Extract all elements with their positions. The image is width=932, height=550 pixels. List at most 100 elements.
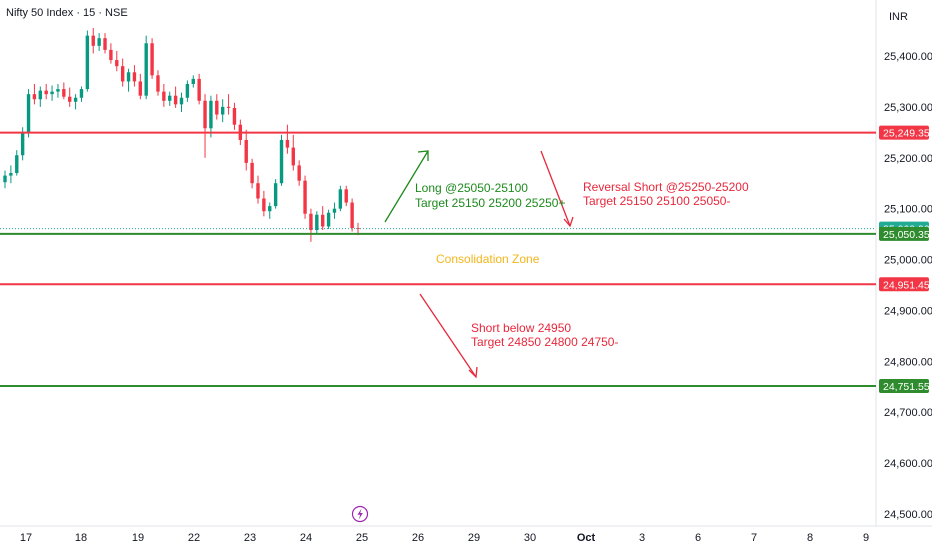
candle [132, 65, 137, 87]
candle [44, 83, 48, 100]
candlestick-series [3, 28, 360, 242]
reversal-arrow [540, 150, 574, 228]
level-line[interactable]: 25,249.35 [0, 125, 930, 140]
candle [138, 73, 143, 100]
candle [50, 85, 54, 101]
candle [344, 185, 348, 207]
candle [291, 134, 295, 171]
candle [350, 198, 354, 232]
candle [179, 92, 184, 112]
currency-label[interactable]: INR [889, 11, 908, 23]
long-arrow [384, 150, 429, 223]
time-tick-label: 29 [468, 532, 480, 544]
time-tick-label: 24 [300, 532, 312, 544]
time-tick-label: 17 [20, 532, 32, 544]
time-tick-label: 8 [807, 532, 813, 544]
reversal-annotation-line2: Target 25150 25100 25050- [583, 194, 730, 208]
time-axis: 17 18 19 22 23 24 25 26 29 30 Oct 3 6 7 8 9 [20, 532, 869, 544]
time-tick-label: 26 [412, 532, 424, 544]
candle [56, 83, 60, 98]
price-axis: 25,400.00 25,300.00 25,200.00 25,100.00 25,0… [884, 51, 932, 521]
time-tick-label: 6 [695, 532, 701, 544]
candle [315, 211, 319, 235]
candle [126, 68, 131, 92]
consolidation-zone-label: Consolidation Zone [436, 252, 540, 266]
candle [38, 86, 42, 107]
level-price-label: 24,751.55 [883, 381, 930, 393]
candle [97, 33, 101, 51]
candle [73, 94, 78, 110]
candle [226, 94, 231, 115]
candle [91, 28, 95, 54]
level-line[interactable]: 25,050.35 [0, 226, 930, 241]
candle [79, 86, 84, 102]
candle [203, 94, 207, 158]
lightning-icon[interactable] [351, 505, 369, 523]
level-price-badge: 24,951.45 [879, 277, 930, 292]
time-tick-label: 23 [244, 532, 256, 544]
candle [168, 91, 172, 106]
candle [232, 102, 237, 130]
candle [85, 30, 90, 92]
candle [262, 190, 266, 217]
candle [321, 206, 325, 231]
price-tick-label: 25,400.00 [884, 51, 932, 63]
price-tick-label: 25,300.00 [884, 102, 932, 114]
candle [268, 202, 272, 219]
candle [103, 33, 107, 54]
candle [285, 124, 290, 154]
candle [150, 38, 154, 79]
candle [332, 202, 337, 219]
candle [15, 150, 19, 176]
candle [220, 99, 225, 123]
candle [273, 179, 278, 209]
candle [215, 94, 219, 120]
candle [338, 185, 343, 212]
candle [209, 95, 213, 138]
short-annotation-line1: Short below 24950 [471, 321, 571, 335]
time-tick-label: 7 [751, 532, 757, 544]
time-tick-label: 9 [863, 532, 869, 544]
candle [173, 86, 178, 108]
time-tick-label: 3 [639, 532, 645, 544]
candle [109, 43, 113, 64]
candle [32, 83, 37, 105]
candle [115, 50, 119, 72]
price-tick-label: 24,600.00 [884, 458, 932, 470]
symbol-title[interactable]: Nifty 50 Index · 15 · NSE [6, 7, 128, 19]
level-price-badge: 25,249.35 [879, 125, 930, 140]
time-tick-label: 30 [524, 532, 536, 544]
candle [256, 175, 260, 204]
time-tick-label: 22 [188, 532, 200, 544]
candle [26, 89, 31, 138]
candle [279, 134, 284, 186]
level-price-label: 25,249.35 [883, 128, 930, 140]
short-annotation-line2: Target 24850 24800 24750- [471, 335, 618, 349]
level-line[interactable]: 24,751.55 [0, 378, 930, 393]
time-tick-label: 25 [356, 532, 368, 544]
long-annotation-line2: Target 25150 25200 25250+ [415, 196, 565, 210]
time-tick-label: 19 [132, 532, 144, 544]
candle [144, 35, 148, 100]
long-annotation-line1: Long @25050-25100 [415, 181, 528, 195]
level-price-label: 25,050.35 [883, 229, 930, 241]
candle [297, 160, 301, 186]
short-arrow [419, 293, 478, 379]
candle [3, 170, 7, 189]
price-tick-label: 25,000.00 [884, 255, 932, 267]
candle [197, 73, 201, 105]
time-tick-label: 18 [75, 532, 87, 544]
price-tick-label: 24,700.00 [884, 407, 932, 419]
candle [244, 129, 248, 171]
candle [250, 158, 254, 189]
candle [309, 208, 313, 242]
level-price-badge: 24,751.55 [879, 378, 930, 393]
candle [156, 70, 160, 96]
reversal-annotation-line1: Reversal Short @25250-25200 [583, 180, 749, 194]
level-line[interactable]: 24,951.45 [0, 277, 930, 292]
horizontal-levels: 25,249.3525,060.9025,050.3524,951.4524,7… [0, 125, 930, 393]
price-tick-label: 24,800.00 [884, 356, 932, 368]
candle [62, 82, 66, 100]
level-price-badge: 25,050.35 [879, 226, 930, 241]
